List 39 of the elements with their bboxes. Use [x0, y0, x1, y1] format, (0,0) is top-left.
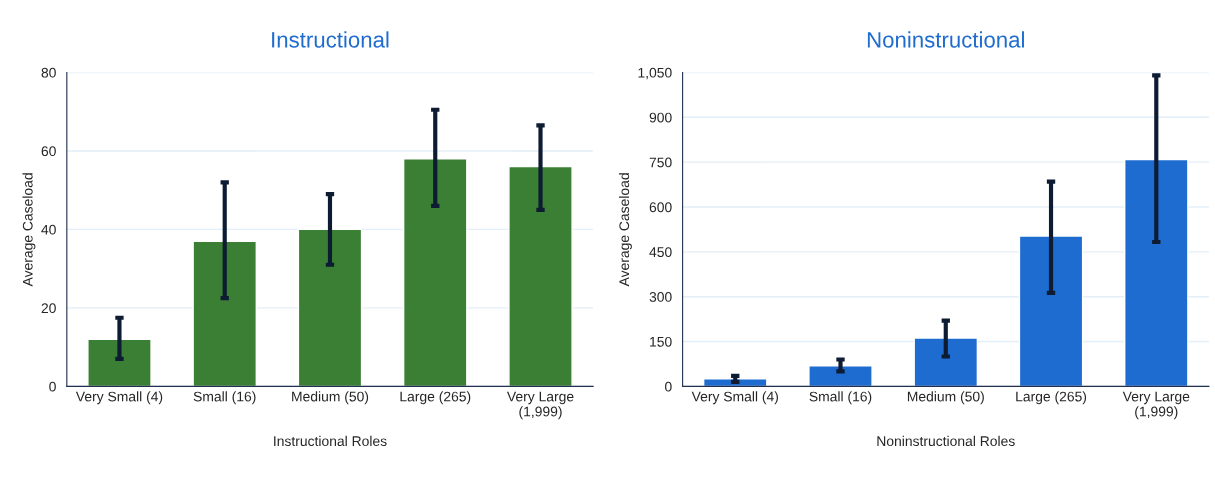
bar — [192, 240, 257, 387]
y-tick-label: 80 — [41, 67, 56, 78]
x-tick-label: Large (265) — [400, 391, 471, 405]
x-axis-title: Instructional Roles — [274, 435, 387, 447]
bar — [913, 337, 979, 387]
x-axis-title: Noninstructional Roles — [877, 435, 1015, 447]
y-tick-label: 0 — [49, 381, 56, 392]
bar — [508, 165, 573, 387]
y-tick-label: 0 — [665, 381, 672, 392]
bar — [1018, 235, 1084, 387]
bar — [702, 378, 768, 387]
y-tick-label: 20 — [41, 303, 56, 314]
y-axis-title: Average Caseload — [618, 173, 632, 287]
x-tick-label: Very Small (4) — [75, 391, 163, 405]
x-tick-label: Small (16) — [193, 391, 256, 405]
bar — [808, 365, 873, 387]
y-tick-label: 300 — [649, 292, 672, 302]
y-tick-label: 60 — [41, 146, 56, 157]
y-tick-label: 900 — [649, 112, 672, 123]
bar — [297, 228, 363, 387]
y-tick-label: 40 — [41, 224, 56, 235]
bar — [402, 158, 468, 387]
x-tick-label: Very Small (4) — [691, 391, 778, 405]
y-tick-label: 750 — [649, 157, 672, 168]
chart-title: Instructional — [272, 31, 389, 48]
x-tick-label: Medium (50) — [292, 391, 369, 405]
y-axis-title: Average Caseload — [22, 173, 36, 287]
chart-title: Noninstructional — [867, 31, 1024, 48]
bar — [87, 338, 152, 387]
bar — [1124, 158, 1189, 387]
y-tick-label: 450 — [649, 247, 672, 258]
y-tick-label: 600 — [649, 202, 672, 213]
x-tick-label: Medium (50) — [907, 391, 984, 405]
y-tick-label: 150 — [650, 336, 672, 347]
y-tick-label: 1,050 — [638, 67, 672, 80]
x-tick-label: Very Large (1,999) — [1122, 391, 1190, 420]
x-tick-label: Large (265) — [1016, 391, 1087, 405]
x-tick-label: Very Large (1,999) — [506, 391, 574, 420]
x-tick-label: Small (16) — [809, 391, 872, 405]
